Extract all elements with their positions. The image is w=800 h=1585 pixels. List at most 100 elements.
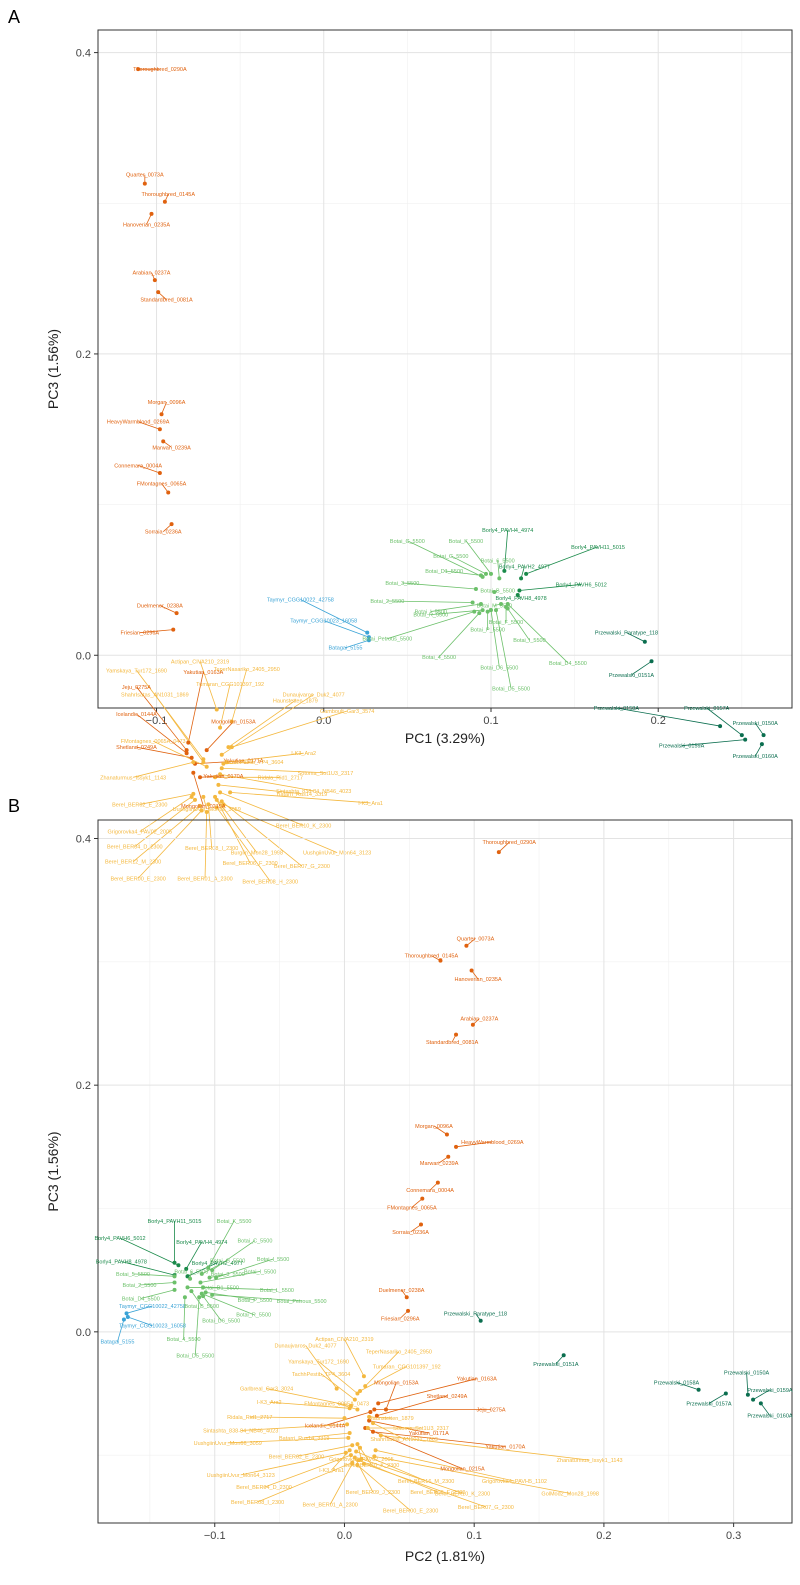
leader-line bbox=[136, 713, 187, 754]
data-point bbox=[347, 1430, 352, 1435]
leader-line bbox=[221, 694, 314, 756]
data-point bbox=[219, 766, 224, 771]
point-label: Przewalski_0160A bbox=[747, 1414, 793, 1420]
point-label: Botai_G_5500 bbox=[210, 1258, 245, 1264]
leader-line bbox=[323, 620, 370, 638]
data-point bbox=[761, 733, 766, 738]
data-point bbox=[472, 609, 477, 614]
point-label: Friesian_0296A bbox=[381, 1316, 420, 1322]
point-label: Burgiin_Mon28_1998 bbox=[231, 851, 283, 857]
leader-line bbox=[681, 739, 746, 747]
data-point bbox=[191, 760, 196, 765]
leader-line bbox=[387, 611, 475, 640]
leader-line bbox=[136, 670, 204, 760]
leader-line bbox=[204, 811, 208, 879]
point-label: Botai_Petrous_5500 bbox=[362, 637, 412, 643]
data-point bbox=[214, 797, 219, 802]
leader-line bbox=[361, 1458, 463, 1494]
leader-line bbox=[345, 639, 370, 649]
y-tick-label: 0.0 bbox=[76, 650, 91, 662]
data-point bbox=[218, 772, 223, 777]
data-point bbox=[172, 1280, 177, 1285]
x-tick-label: 0.0 bbox=[316, 715, 331, 727]
leader-line bbox=[220, 773, 314, 792]
leader-line bbox=[402, 582, 476, 590]
data-point bbox=[517, 588, 522, 593]
data-point bbox=[478, 1318, 483, 1323]
data-point bbox=[454, 1144, 459, 1149]
data-point bbox=[718, 724, 723, 729]
point-label: Shetland_0249A bbox=[116, 745, 157, 751]
leader-line bbox=[201, 1293, 254, 1315]
point-label: Przewalski_0157A bbox=[684, 706, 730, 712]
point-label: Arabian_0237A bbox=[133, 271, 171, 277]
data-point bbox=[505, 606, 510, 611]
data-point bbox=[374, 1413, 379, 1418]
data-point bbox=[219, 752, 224, 757]
leader-line bbox=[376, 1395, 448, 1417]
point-label: Mongolian_0153A bbox=[374, 1380, 419, 1386]
data-point bbox=[435, 1180, 440, 1185]
leader-line bbox=[433, 1125, 448, 1135]
data-point bbox=[348, 1453, 353, 1458]
point-label: GolMod2_Mon28_1998 bbox=[541, 1491, 599, 1497]
point-label: Jeju_0275A bbox=[122, 685, 151, 691]
data-point bbox=[334, 1386, 339, 1391]
point-label: Quarter_0073A bbox=[457, 936, 495, 942]
leader-line bbox=[183, 1297, 186, 1340]
data-point bbox=[497, 576, 502, 581]
panel-a-plot: −0.1 0.0 0.1 0.2 0.0 0.2 0.4 PC1 (3.29%) PC3 (1.… bbox=[45, 29, 793, 885]
data-point bbox=[469, 968, 474, 973]
data-point bbox=[210, 1292, 215, 1297]
data-point bbox=[347, 1406, 352, 1411]
plot-border bbox=[97, 29, 793, 709]
point-label: Dunaujvaros_Duk2_4077 bbox=[275, 1343, 337, 1349]
point-label: Botai_D5_5500 bbox=[176, 1353, 214, 1359]
leader-line bbox=[161, 401, 167, 415]
data-point bbox=[483, 571, 488, 576]
point-label: Haunstetten_1879 bbox=[369, 1416, 414, 1422]
data-point bbox=[342, 1416, 347, 1421]
point-label: Batarri_Rus14_3319 bbox=[279, 1436, 329, 1442]
point-label: Batagai_5155 bbox=[329, 646, 363, 652]
point-label: Botai_M_5500 bbox=[477, 604, 512, 610]
data-point bbox=[157, 470, 162, 475]
leader-line bbox=[498, 841, 510, 853]
data-point bbox=[477, 611, 482, 616]
point-label: Sotoma_Sot1U3_2317 bbox=[298, 771, 354, 777]
leader-line bbox=[214, 796, 258, 853]
point-label: Botai_C_5500 bbox=[390, 539, 425, 545]
data-point bbox=[191, 791, 196, 796]
leader-line bbox=[227, 1437, 349, 1444]
leader-line bbox=[430, 603, 482, 612]
data-point bbox=[214, 805, 219, 810]
data-point bbox=[204, 748, 209, 753]
point-label: Berel_BER02_E_2300 bbox=[112, 802, 167, 808]
data-point bbox=[355, 1442, 360, 1447]
leader-line bbox=[187, 671, 204, 743]
point-label: Mongolian_0215A bbox=[181, 804, 226, 810]
point-label: Berel_BER01_A_2300 bbox=[177, 876, 232, 882]
point-label: Botai_L_5500 bbox=[260, 1288, 294, 1294]
data-point bbox=[355, 1407, 360, 1412]
leader-line bbox=[369, 1416, 392, 1419]
point-label: Standardbred_0081A bbox=[426, 1040, 479, 1046]
data-point bbox=[488, 608, 493, 613]
point-label: Przewalski_0151A bbox=[609, 673, 655, 679]
point-label: Botai_3_5500 bbox=[385, 581, 419, 587]
leader-line bbox=[257, 1462, 353, 1503]
point-label: Borly4_PAVH2_4977 bbox=[192, 1261, 243, 1267]
data-point bbox=[224, 760, 229, 765]
point-label: Yakutian_0163A bbox=[183, 670, 223, 676]
leader-line bbox=[154, 694, 204, 763]
point-label: TeperNasariko_2405_2950 bbox=[214, 667, 280, 673]
point-label: Sintashta_838-84_NB46_4023 bbox=[203, 1429, 278, 1435]
leader-line bbox=[136, 686, 187, 751]
leader-line bbox=[752, 1389, 771, 1401]
data-point bbox=[743, 737, 748, 742]
point-label: Botai_K_5500 bbox=[217, 1219, 252, 1225]
leader-line bbox=[525, 546, 599, 575]
leader-line bbox=[520, 566, 525, 579]
point-label: Gamboult_Gar3_3574 bbox=[320, 709, 374, 715]
data-point bbox=[166, 490, 171, 495]
